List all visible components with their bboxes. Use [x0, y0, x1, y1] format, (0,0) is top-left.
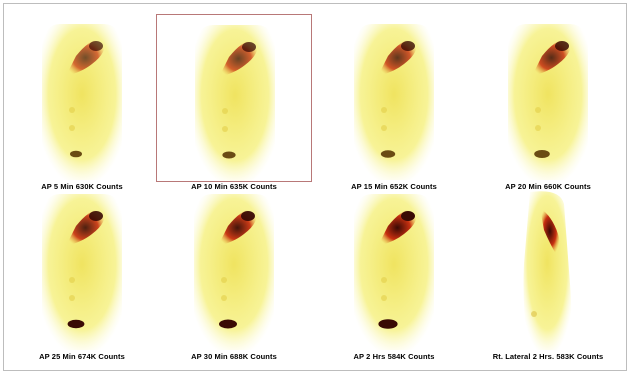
hot-spot: [89, 41, 103, 51]
bladder-uptake: [67, 319, 85, 329]
scintigraphy-image[interactable]: [4, 14, 160, 182]
kidney-spot: [381, 277, 387, 283]
scintigraphy-image[interactable]: [4, 184, 160, 352]
scan-caption: AP 20 Min 660K Counts: [505, 182, 591, 191]
hot-spot: [241, 211, 255, 221]
kidney-spot: [69, 295, 75, 301]
bladder-uptake: [219, 319, 237, 329]
body-outline: [194, 194, 274, 350]
scintigraphy-image[interactable]: [316, 184, 472, 352]
scan-cell-8[interactable]: Rt. Lateral 2 Hrs. 583K Counts: [470, 184, 626, 366]
scan-caption: Rt. Lateral 2 Hrs. 583K Counts: [492, 352, 604, 361]
kidney-spot: [535, 125, 541, 131]
scan-cell-4[interactable]: AP 20 Min 660K Counts: [470, 14, 626, 196]
body-outline: [508, 24, 588, 180]
kidney-spot: [381, 295, 387, 301]
kidney-spot: [69, 125, 75, 131]
kidney-spot: [221, 295, 227, 301]
bladder-uptake: [380, 150, 396, 158]
scan-caption: AP 5 Min 630K Counts: [41, 182, 123, 191]
kidney-spot: [535, 107, 541, 113]
kidney-spot: [222, 108, 228, 114]
kidney-spot: [221, 277, 227, 283]
bladder-uptake: [222, 151, 236, 159]
scan-cell-2[interactable]: AP 10 Min 635K Counts: [156, 14, 312, 196]
hot-spot: [401, 211, 415, 221]
bladder-uptake: [378, 319, 398, 329]
scan-cell-6[interactable]: AP 30 Min 688K Counts: [156, 184, 312, 366]
scintigraphy-image[interactable]: [470, 184, 626, 352]
bladder-spot: [531, 311, 537, 317]
scan-cell-3[interactable]: AP 15 Min 652K Counts: [316, 14, 472, 196]
bladder-uptake: [70, 150, 82, 158]
body-outline: [523, 191, 572, 350]
liver-uptake: [540, 208, 560, 254]
scan-cell-5[interactable]: AP 25 Min 674K Counts: [4, 184, 160, 366]
scan-caption: AP 25 Min 674K Counts: [39, 352, 125, 361]
scan-caption: AP 10 Min 635K Counts: [191, 182, 277, 191]
hot-spot: [89, 211, 103, 221]
scan-caption: AP 30 Min 688K Counts: [191, 352, 277, 361]
bladder-uptake: [534, 149, 550, 159]
scan-cell-7[interactable]: AP 2 Hrs 584K Counts: [316, 184, 472, 366]
hot-spot: [242, 42, 256, 52]
hot-spot: [401, 41, 415, 51]
scan-cell-1[interactable]: AP 5 Min 630K Counts: [4, 14, 160, 196]
hot-spot: [555, 41, 569, 51]
scintigraphy-image[interactable]: [316, 14, 472, 182]
body-outline: [354, 194, 434, 350]
body-outline: [354, 24, 434, 180]
scintigraphy-image[interactable]: [470, 14, 626, 182]
kidney-spot: [381, 107, 387, 113]
kidney-spot: [69, 107, 75, 113]
body-outline: [42, 194, 122, 350]
scan-caption: AP 2 Hrs 584K Counts: [353, 352, 435, 361]
scintigraphy-image-selected[interactable]: [156, 14, 312, 182]
kidney-spot: [69, 277, 75, 283]
scintigraphy-image[interactable]: [156, 184, 312, 352]
body-outline: [195, 25, 275, 181]
kidney-spot: [381, 125, 387, 131]
body-outline: [42, 24, 122, 180]
kidney-spot: [222, 126, 228, 132]
scan-caption: AP 15 Min 652K Counts: [351, 182, 437, 191]
scan-grid: AP 5 Min 630K Counts AP 10 Min 635K Coun…: [3, 3, 627, 371]
